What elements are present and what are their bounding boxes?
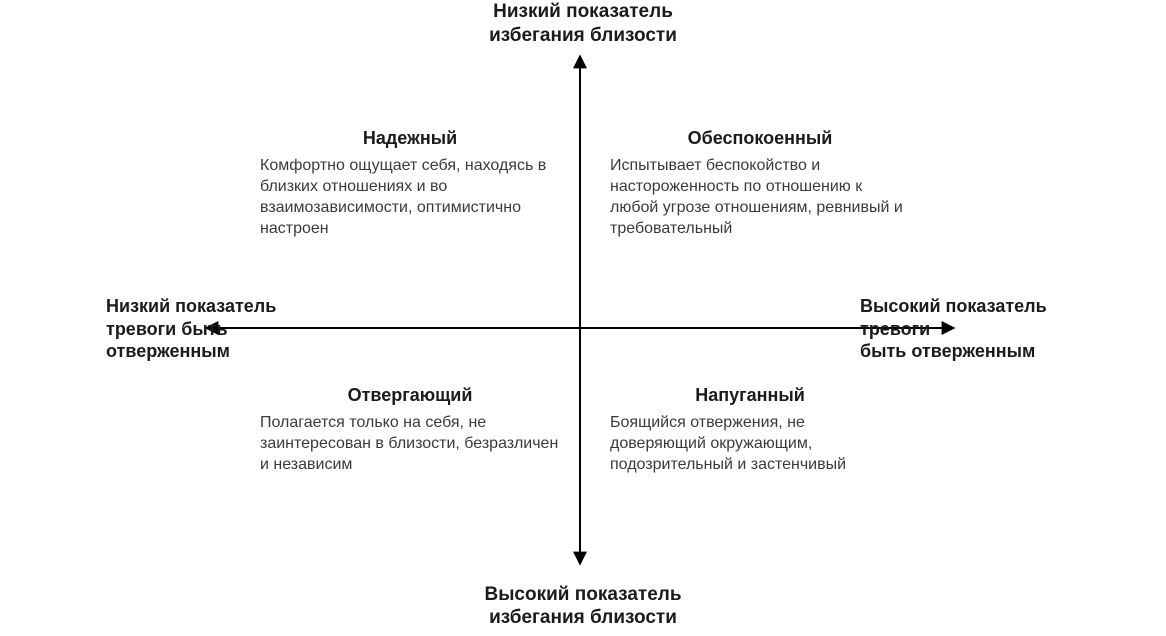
quadrant-bottom-right: Напуганный Боящийся отвержения, не довер… <box>610 385 890 475</box>
quadrant-title: Надежный <box>260 128 560 149</box>
quadrant-diagram: Низкий показательизбегания близости Высо… <box>0 0 1166 636</box>
quadrant-title: Обеспокоенный <box>610 128 910 149</box>
quadrant-title: Отвергающий <box>260 385 560 406</box>
quadrant-description: Комфортно ощущает себя, находясь в близк… <box>260 155 560 239</box>
axis-label-bottom: Высокий показательизбегания близости <box>0 583 1166 631</box>
quadrant-description: Испытывает беспокойство и настороженност… <box>610 155 910 239</box>
quadrant-bottom-left: Отвергающий Полагается только на себя, н… <box>260 385 560 475</box>
quadrant-top-left: Надежный Комфортно ощущает себя, находяс… <box>260 128 560 239</box>
axis-label-right: Высокий показательтревогибыть отверженны… <box>860 295 1070 363</box>
quadrant-title: Напуганный <box>610 385 890 406</box>
axis-label-top: Низкий показательизбегания близости <box>0 0 1166 48</box>
quadrant-description: Боящийся отвержения, не доверяющий окруж… <box>610 412 890 475</box>
quadrant-top-right: Обеспокоенный Испытывает беспокойство и … <box>610 128 910 239</box>
quadrant-description: Полагается только на себя, не заинтересо… <box>260 412 560 475</box>
axis-label-left: Низкий показательтревоги бытьотверженным <box>106 295 306 363</box>
